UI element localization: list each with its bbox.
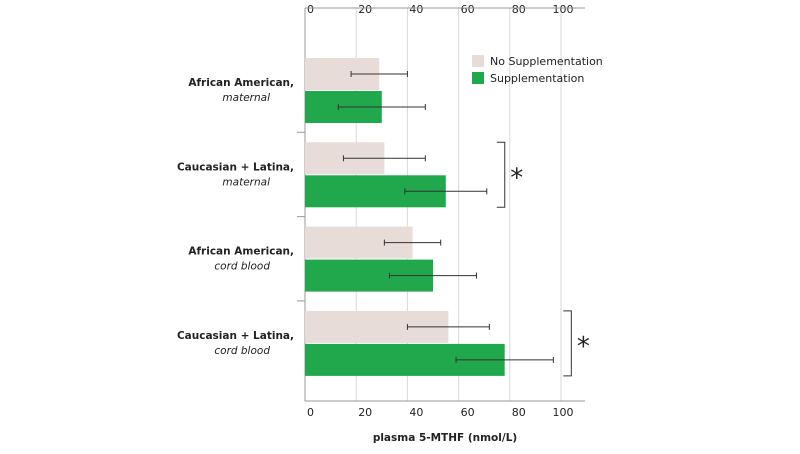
x-tick-label: 40	[409, 3, 423, 16]
x-tick-label: 40	[409, 406, 423, 419]
category-label: African American,	[188, 246, 294, 258]
bracket	[496, 141, 506, 208]
category-label: Caucasian + Latina,	[177, 161, 294, 173]
x-tick-label: 0	[307, 406, 314, 419]
x-tick-label: 100	[553, 406, 574, 419]
category-label: cord blood	[214, 345, 270, 357]
x-tick-label: 80	[512, 406, 526, 419]
category-label: maternal	[222, 92, 270, 104]
significance-marker: *	[510, 163, 523, 193]
significance-marker: *	[577, 332, 590, 362]
x-tick-label: 0	[307, 3, 314, 16]
x-tick-label: 80	[512, 3, 526, 16]
bracket	[563, 310, 572, 377]
x-axis-label: plasma 5-MTHF (nmol/L)	[373, 432, 517, 444]
x-tick-label: 20	[358, 406, 372, 419]
legend-swatch	[472, 72, 484, 84]
category-label: maternal	[222, 176, 270, 188]
category-label: African American,	[188, 77, 294, 89]
category-label: cord blood	[214, 261, 270, 273]
x-tick-label: 60	[461, 406, 475, 419]
legend-label: Supplementation	[490, 72, 584, 85]
x-tick-label: 20	[358, 3, 372, 16]
legend-swatch	[472, 55, 484, 67]
x-tick-label: 100	[553, 3, 574, 16]
legend-label: No Supplementation	[490, 55, 603, 68]
category-label: Caucasian + Latina,	[177, 330, 294, 342]
x-tick-label: 60	[461, 3, 475, 16]
